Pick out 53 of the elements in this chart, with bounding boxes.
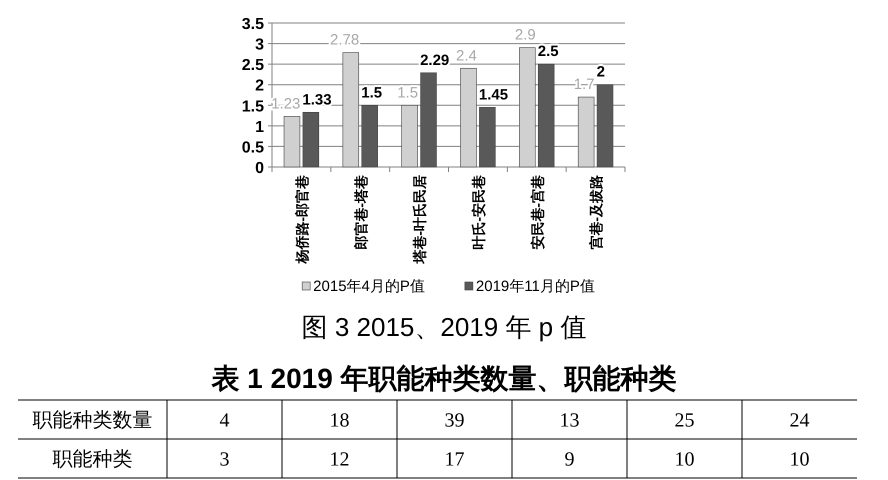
data-label: 2.5 [538, 43, 559, 60]
data-label: 2.29 [420, 52, 450, 69]
text: 3 [220, 448, 230, 470]
text: 12 [330, 448, 350, 470]
bar [538, 64, 554, 168]
y-tick-label: 3 [255, 36, 264, 54]
text: 职能种类数量 [32, 410, 152, 432]
y-tick-label: 0.5 [242, 139, 264, 156]
bar [578, 96, 594, 168]
bar [342, 52, 360, 168]
x-tick-label: 安民巷-宫巷 [529, 175, 546, 250]
text: 4 [220, 410, 230, 432]
text: 10 [790, 448, 810, 470]
data-label: 2 [596, 64, 605, 81]
text: 13 [560, 410, 580, 432]
x-tick-label: 叶氏-安民巷 [470, 175, 487, 250]
bar [479, 107, 496, 168]
text: 39 [444, 410, 464, 432]
bar [420, 72, 437, 168]
y-tick-label: 0 [255, 160, 264, 177]
bar [460, 68, 477, 168]
data-label: 2.9 [514, 26, 536, 44]
bar [284, 116, 300, 168]
text: 表 1 2019 年职能种类数量、职能种类 [210, 363, 677, 394]
data-label: 2.4 [456, 47, 477, 64]
data-label: 1.5 [397, 84, 418, 102]
text: 10 [674, 448, 694, 470]
legend-label: 2019年11月的P值 [476, 278, 595, 295]
bar [401, 104, 418, 168]
text: 图 3 2015、2019 年 p 值 [302, 312, 586, 342]
legend-label: 2015年4月的P值 [313, 278, 425, 295]
x-tick-label: 塔巷-叶氏民居 [412, 175, 428, 265]
text: 24 [790, 410, 810, 432]
y-tick-label: 2 [255, 78, 264, 95]
text: 职能种类 [52, 448, 132, 470]
bar [596, 84, 614, 168]
bar [519, 47, 536, 168]
data-label: 1.33 [302, 91, 332, 108]
text: 18 [330, 410, 350, 432]
bar [361, 104, 378, 168]
y-tick-label: 3.5 [242, 16, 264, 33]
text: 9 [564, 448, 574, 470]
bar [302, 112, 320, 168]
x-tick-label: 杨侨路-郎官巷 [294, 175, 310, 265]
text: 25 [674, 410, 694, 432]
data-label: 1.45 [478, 86, 508, 104]
text: 17 [444, 448, 464, 470]
y-tick-label: 1.5 [242, 98, 264, 116]
data-label: 1.5 [361, 84, 382, 102]
y-tick-label: 2.5 [242, 57, 264, 74]
x-tick-label: 宫巷-及拔路 [588, 175, 604, 250]
x-tick-label: 郎官巷-塔巷 [352, 175, 369, 250]
y-tick-label: 1 [255, 118, 264, 136]
